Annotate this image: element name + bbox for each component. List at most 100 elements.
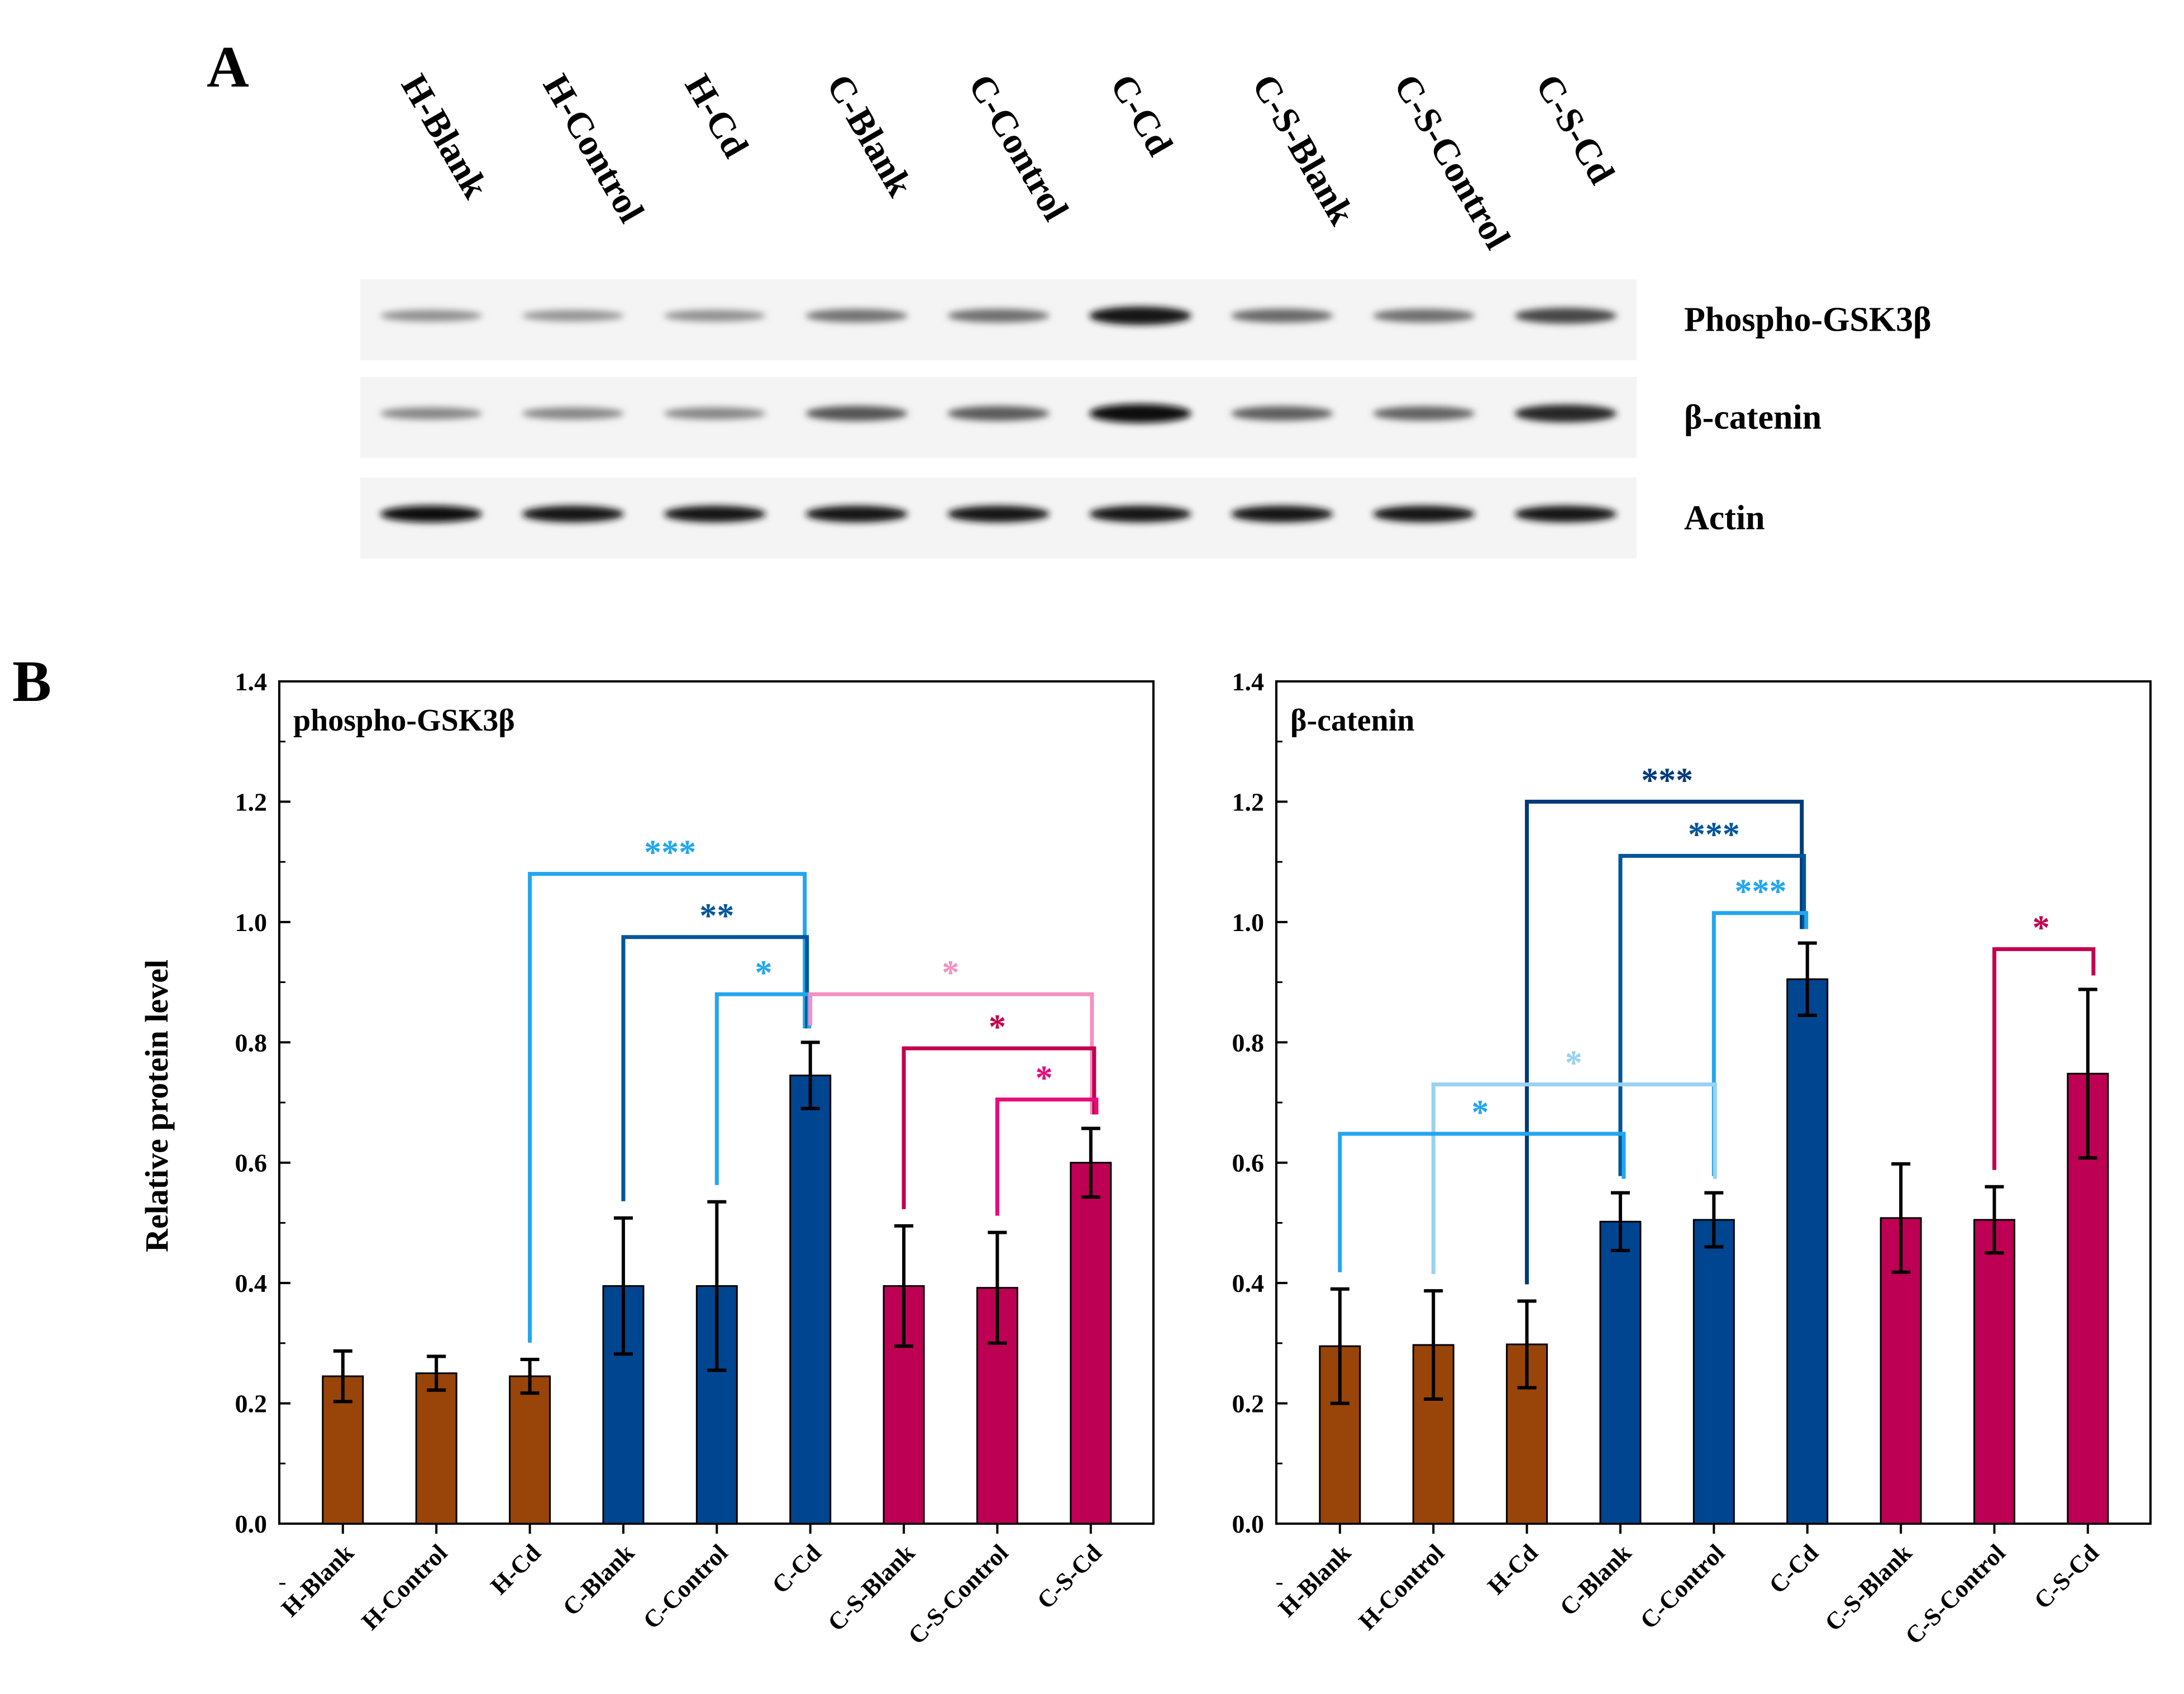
- y-axis-label: Relative protein level: [139, 960, 175, 1252]
- blot-band: [1089, 404, 1191, 423]
- blot-band: [805, 505, 908, 523]
- blot-lane-label-2: H-Cd: [677, 68, 756, 164]
- y-tick-label: 0.8: [1232, 1028, 1265, 1057]
- blot-lane-label-8: C-S-Cd: [1528, 68, 1623, 191]
- significance-label: **: [699, 897, 734, 935]
- blot-band: [1231, 308, 1333, 323]
- significance-bracket: [621, 935, 809, 1201]
- x-tick-label: H-Control: [356, 1539, 452, 1635]
- significance-label: *: [942, 954, 959, 992]
- blot-band: [522, 505, 624, 523]
- blot-band: [1514, 505, 1617, 523]
- x-tick-label: H-Control: [1353, 1539, 1449, 1635]
- y-tick-label: 1.0: [1232, 908, 1265, 937]
- y-tick-label: 0.4: [235, 1269, 268, 1297]
- y-tick-label: 0.6: [1232, 1149, 1265, 1177]
- significance-bracket: [1618, 853, 1806, 1176]
- blot-band: [947, 505, 1050, 523]
- significance-bracket: [1525, 799, 1804, 1285]
- blot-band: [947, 309, 1050, 323]
- blot-band: [522, 407, 624, 420]
- blot-band: [1231, 406, 1333, 421]
- y-tick-label: 0.0: [235, 1510, 268, 1538]
- blot-band: [1372, 309, 1475, 323]
- y-tick-label: 1.0: [235, 908, 268, 937]
- blot-row-label-0: Phospho-GSK3β: [1684, 301, 1932, 339]
- significance-label: ***: [1688, 815, 1740, 853]
- x-tick-label: C-S-Cd: [2029, 1539, 2104, 1614]
- chart-title: β-catenin: [1290, 703, 1414, 738]
- y-tick-label: 1.2: [1232, 788, 1265, 816]
- y-tick-label: 1.4: [235, 667, 268, 696]
- x-tick-label: H-Blank: [1273, 1539, 1356, 1622]
- y-tick-label: 0.0: [1232, 1510, 1265, 1538]
- significance-label: *: [1036, 1060, 1053, 1097]
- blot-lane-label-1: H-Control: [535, 68, 652, 229]
- chart-beta-catenin: 0.0 0.2 0.4 0.6 0.8 1.0 1.2 1.4 β-catenin H-Blank…: [1232, 667, 2152, 1650]
- y-tick-label: 0.8: [235, 1028, 268, 1057]
- significance-label: *: [989, 1008, 1006, 1046]
- y-tick-label: 0.2: [235, 1390, 268, 1418]
- x-tick-label: C-S-Blank: [1819, 1539, 1917, 1636]
- significance-label: *: [755, 954, 772, 992]
- bar-C-Cd: [789, 1075, 832, 1525]
- blot-band: [1372, 505, 1475, 523]
- x-tick-label: C-Control: [638, 1539, 733, 1634]
- significance-bracket: [1338, 1132, 1626, 1272]
- bar-C-S-Control: [1973, 1219, 2015, 1525]
- blot-band: [380, 309, 483, 322]
- blot-band: [1514, 404, 1617, 423]
- y-tick-label: 0.2: [1232, 1390, 1265, 1418]
- x-tick-label: H-Cd: [485, 1539, 546, 1600]
- bar-C-Cd: [1786, 978, 1829, 1525]
- significance-bracket: [1711, 911, 1809, 1176]
- significance-bracket: [808, 992, 1094, 1115]
- x-tick-label: C-Control: [1635, 1539, 1730, 1634]
- x-tick-label: C-S-Blank: [822, 1539, 920, 1636]
- blot-band: [947, 406, 1050, 421]
- bar-H-Control: [415, 1372, 457, 1525]
- x-tick-label: C-Cd: [767, 1539, 827, 1598]
- blot-band: [1089, 505, 1191, 523]
- bar-C-Control: [1692, 1219, 1735, 1525]
- bar-H-Cd: [509, 1375, 551, 1525]
- significance-bracket: [1431, 1082, 1717, 1275]
- blot-lane-label-0: H-Blank: [393, 68, 496, 205]
- blot-lane-label-6: C-S-Blank: [1244, 68, 1362, 232]
- significance-label: *: [1471, 1094, 1489, 1132]
- significance-bracket: [995, 1097, 1099, 1216]
- chart-phospho-gsk3b: 0.0 0.2 0.4 0.6 0.8 1.0 1.2 1.4 phospho-GSK3β H-B…: [235, 667, 1155, 1650]
- significance-label: *: [2033, 909, 2050, 947]
- blot-band: [664, 505, 766, 523]
- blot-band: [1514, 308, 1617, 324]
- blot-band: [1089, 306, 1191, 325]
- blot-band: [664, 407, 766, 420]
- blot-lane-label-7: C-S-Control: [1386, 68, 1518, 256]
- blot-lane-label-3: C-Blank: [819, 68, 921, 203]
- significance-label: ***: [644, 834, 696, 872]
- blot-band: [380, 505, 483, 523]
- panel-label-a: A: [207, 34, 249, 99]
- x-tick-label: H-Cd: [1482, 1539, 1543, 1600]
- significance-bracket: [1992, 947, 2096, 1170]
- blot-band: [380, 407, 483, 420]
- blot-band: [805, 405, 908, 421]
- y-tick-label: 1.4: [1232, 667, 1265, 696]
- x-tick-label: H-Blank: [276, 1539, 359, 1622]
- panel-label-b: B: [12, 648, 51, 714]
- significance-label: ***: [1641, 761, 1693, 799]
- blot-row-label-2: Actin: [1684, 499, 1765, 537]
- x-tick-label: C-Blank: [557, 1539, 640, 1621]
- significance-label: ***: [1735, 873, 1787, 911]
- x-tick-label: C-S-Control: [1900, 1539, 2010, 1649]
- blot-band: [522, 309, 624, 322]
- x-tick-label: C-S-Cd: [1032, 1539, 1107, 1614]
- blot-lane-label-5: C-Cd: [1102, 68, 1180, 163]
- bar-C-Blank: [1599, 1220, 1642, 1525]
- x-tick-label: C-Blank: [1554, 1539, 1637, 1621]
- x-tick-label: C-Cd: [1764, 1539, 1824, 1598]
- blot-band: [805, 309, 908, 323]
- chart-title: phospho-GSK3β: [293, 703, 515, 738]
- y-tick-label: 1.2: [235, 788, 268, 816]
